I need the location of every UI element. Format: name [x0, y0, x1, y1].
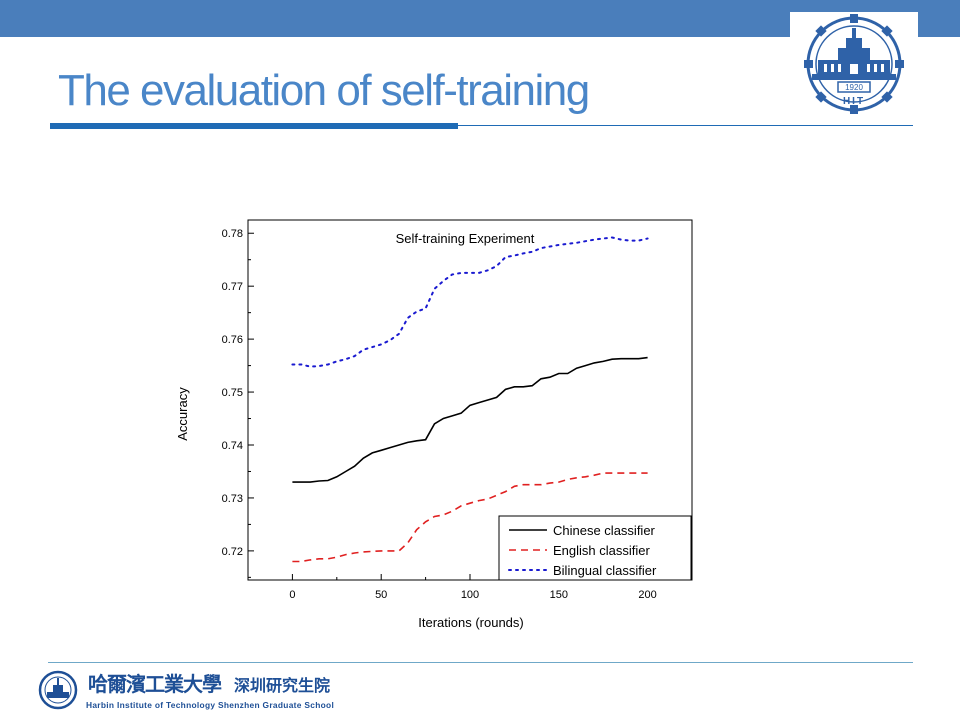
y-tick-label: 0.75: [222, 387, 243, 399]
x-tick-label: 150: [550, 589, 568, 601]
y-tick-label: 0.74: [222, 440, 243, 452]
slide-title: The evaluation of self-training: [58, 66, 590, 115]
footer-divider: [48, 662, 913, 663]
y-axis-label: Accuracy: [175, 387, 190, 441]
legend-label: English classifier: [553, 543, 650, 558]
y-tick-label: 0.76: [222, 334, 243, 346]
footer-campus-cn: 深圳研究生院: [234, 678, 331, 695]
footer-university-en: Harbin Institute of Technology Shenzhen …: [86, 700, 335, 710]
footer-university-cn: 哈爾濱工業大學: [88, 672, 222, 696]
hit-logo: 1920 HIT: [790, 12, 918, 116]
chart-title: Self-training Experiment: [396, 231, 535, 246]
x-tick-label: 100: [461, 589, 479, 601]
logo-year: 1920: [845, 83, 863, 92]
series-line-bilingual-classifier: [291, 236, 649, 368]
x-tick-label: 50: [375, 589, 387, 601]
legend-label: Bilingual classifier: [553, 563, 657, 578]
y-tick-label: 0.73: [222, 493, 243, 505]
series-line-chinese-classifier: [292, 356, 648, 483]
x-axis-label: Iterations (rounds): [418, 615, 524, 630]
footer-logo-icon: [38, 670, 78, 710]
title-underline-thick: [50, 123, 458, 129]
footer-branding: 哈爾濱工業大學 深圳研究生院 Harbin Institute of Techn…: [38, 666, 358, 716]
x-tick-label: 200: [638, 589, 656, 601]
accuracy-line-chart: Self-training Experiment Iterations (rou…: [175, 219, 693, 630]
legend-label: Chinese classifier: [553, 523, 656, 538]
logo-letters: HIT: [843, 96, 865, 107]
y-tick-label: 0.72: [222, 546, 243, 558]
title-underline-thin: [458, 125, 913, 126]
series-line-english-classifier: [292, 472, 648, 563]
y-tick-label: 0.77: [222, 281, 243, 293]
y-tick-label: 0.78: [222, 228, 243, 240]
hit-logo-emblem: 1920 HIT: [804, 14, 904, 114]
x-tick-label: 0: [289, 589, 295, 601]
